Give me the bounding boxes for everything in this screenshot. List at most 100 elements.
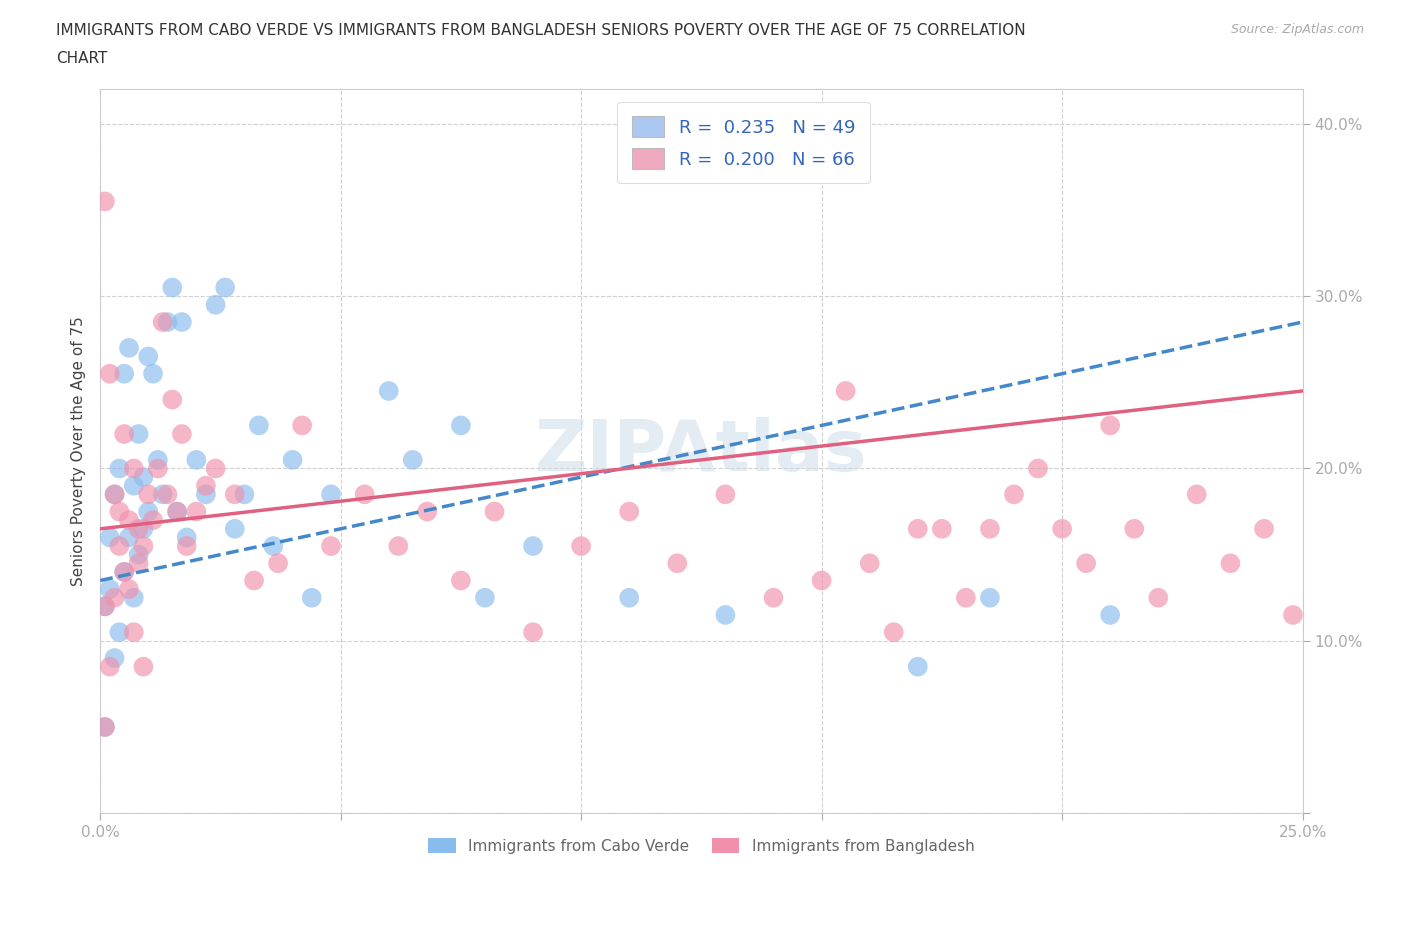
Point: [132, 522, 155, 537]
Point: [979, 522, 1001, 537]
Point: [146, 452, 169, 467]
Point: [98, 366, 121, 381]
Point: [319, 487, 342, 502]
Point: [136, 349, 159, 364]
Point: [233, 487, 256, 502]
Text: IMMIGRANTS FROM CABO VERDE VS IMMIGRANTS FROM BANGLADESH SENIORS POVERTY OVER TH: IMMIGRANTS FROM CABO VERDE VS IMMIGRANTS…: [56, 23, 1026, 38]
Point: [1185, 487, 1208, 502]
Point: [619, 504, 641, 519]
Point: [834, 383, 856, 398]
Point: [204, 298, 226, 312]
Point: [132, 538, 155, 553]
Point: [118, 340, 141, 355]
Point: [522, 625, 544, 640]
Point: [1099, 607, 1122, 622]
Point: [353, 487, 375, 502]
Point: [247, 418, 270, 432]
Point: [859, 556, 882, 571]
Point: [186, 504, 208, 519]
Point: [166, 504, 188, 519]
Point: [931, 522, 953, 537]
Point: [136, 487, 159, 502]
Point: [103, 487, 125, 502]
Point: [907, 659, 929, 674]
Point: [108, 538, 131, 553]
Point: [132, 470, 155, 485]
Point: [1002, 487, 1025, 502]
Point: [484, 504, 506, 519]
Point: [1099, 418, 1122, 432]
Point: [281, 452, 304, 467]
Point: [402, 452, 425, 467]
Point: [112, 565, 135, 579]
Point: [118, 530, 141, 545]
Point: [108, 461, 131, 476]
Point: [156, 487, 179, 502]
Point: [1282, 607, 1305, 622]
Point: [186, 452, 208, 467]
Point: [291, 418, 314, 432]
Point: [194, 478, 217, 493]
Point: [98, 530, 121, 545]
Point: [128, 556, 150, 571]
Point: [301, 591, 323, 605]
Point: [883, 625, 905, 640]
Point: [128, 427, 150, 442]
Point: [714, 607, 737, 622]
Point: [224, 487, 246, 502]
Point: [103, 487, 125, 502]
Point: [619, 591, 641, 605]
Point: [103, 651, 125, 666]
Point: [128, 547, 150, 562]
Point: [224, 522, 246, 537]
Point: [955, 591, 977, 605]
Point: [762, 591, 785, 605]
Point: [204, 461, 226, 476]
Y-axis label: Seniors Poverty Over the Age of 75: Seniors Poverty Over the Age of 75: [72, 316, 86, 586]
Point: [1074, 556, 1097, 571]
Point: [1123, 522, 1146, 537]
Point: [132, 659, 155, 674]
Point: [176, 530, 198, 545]
Point: [666, 556, 689, 571]
Point: [1050, 522, 1073, 537]
Point: [176, 538, 198, 553]
Point: [170, 427, 193, 442]
Point: [98, 581, 121, 596]
Point: [416, 504, 439, 519]
Legend: Immigrants from Cabo Verde, Immigrants from Bangladesh: Immigrants from Cabo Verde, Immigrants f…: [422, 831, 980, 859]
Point: [156, 314, 179, 329]
Point: [714, 487, 737, 502]
Point: [1026, 461, 1049, 476]
Point: [194, 487, 217, 502]
Point: [122, 461, 145, 476]
Point: [162, 392, 184, 407]
Point: [166, 504, 188, 519]
Point: [122, 478, 145, 493]
Text: Source: ZipAtlas.com: Source: ZipAtlas.com: [1230, 23, 1364, 36]
Point: [319, 538, 342, 553]
Point: [103, 591, 125, 605]
Point: [152, 314, 174, 329]
Point: [1219, 556, 1241, 571]
Point: [94, 599, 117, 614]
Point: [142, 512, 165, 527]
Point: [387, 538, 409, 553]
Point: [522, 538, 544, 553]
Point: [262, 538, 284, 553]
Point: [94, 599, 117, 614]
Point: [1147, 591, 1170, 605]
Point: [94, 720, 117, 735]
Point: [810, 573, 832, 588]
Point: [152, 487, 174, 502]
Point: [243, 573, 266, 588]
Point: [98, 659, 121, 674]
Point: [1253, 522, 1275, 537]
Point: [170, 314, 193, 329]
Point: [108, 625, 131, 640]
Text: CHART: CHART: [56, 51, 108, 66]
Text: ZIPAtlas: ZIPAtlas: [536, 417, 868, 485]
Point: [136, 504, 159, 519]
Point: [377, 383, 399, 398]
Point: [907, 522, 929, 537]
